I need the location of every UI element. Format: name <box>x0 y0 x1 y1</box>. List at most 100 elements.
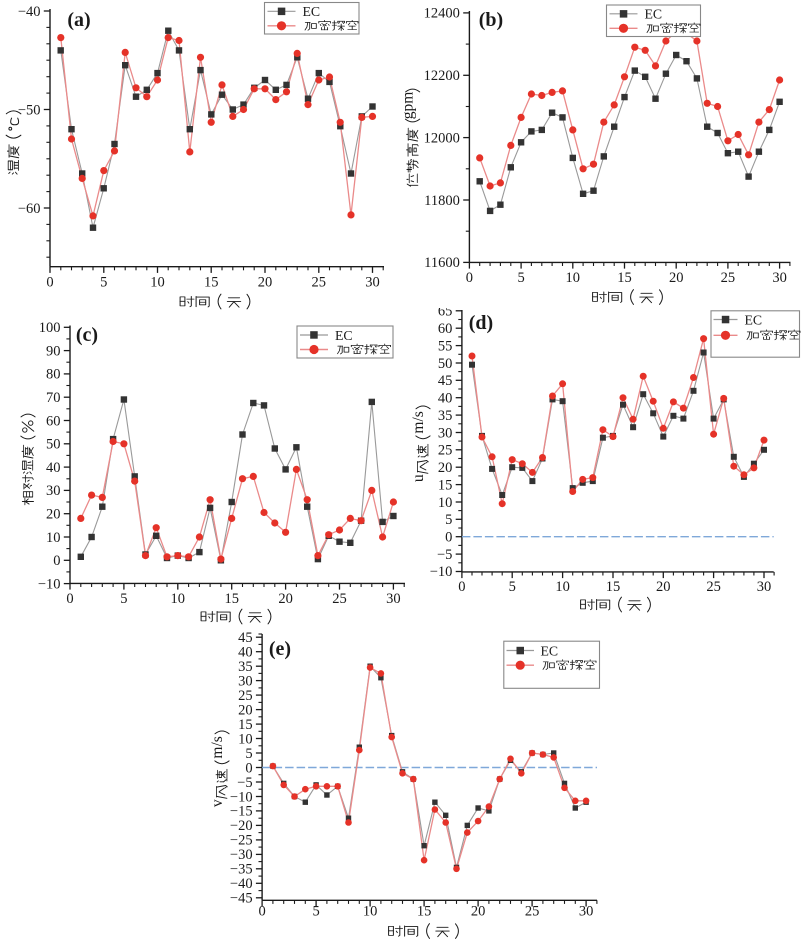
svg-text:15: 15 <box>617 270 632 286</box>
svg-text:60: 60 <box>438 321 453 337</box>
svg-text:40: 40 <box>46 460 61 476</box>
svg-text:20: 20 <box>656 579 671 595</box>
svg-text:5: 5 <box>509 579 516 595</box>
svg-text:0: 0 <box>46 275 53 291</box>
svg-text:5: 5 <box>100 275 107 291</box>
svg-text:−10: −10 <box>230 789 253 805</box>
svg-text:−60: −60 <box>18 201 41 217</box>
svg-text:10: 10 <box>438 495 453 511</box>
svg-text:40: 40 <box>438 391 453 407</box>
svg-text:−40: −40 <box>18 4 41 20</box>
svg-text:25: 25 <box>312 275 327 291</box>
svg-text:15: 15 <box>417 904 432 920</box>
svg-text:15: 15 <box>224 591 239 607</box>
svg-text:m/s: m/s <box>209 736 226 758</box>
svg-text:u: u <box>410 474 427 482</box>
svg-text:(a): (a) <box>67 9 90 31</box>
svg-text:20: 20 <box>438 460 453 476</box>
svg-text:30: 30 <box>772 270 787 286</box>
svg-text:80: 80 <box>46 367 61 383</box>
svg-text:5: 5 <box>312 904 319 920</box>
svg-text:gpm: gpm <box>400 92 417 120</box>
svg-text:60: 60 <box>46 413 61 429</box>
svg-text:30: 30 <box>757 579 772 595</box>
svg-text:10: 10 <box>238 731 253 747</box>
svg-text:−25: −25 <box>230 833 253 849</box>
svg-text:30: 30 <box>238 673 253 689</box>
svg-text:12200: 12200 <box>424 68 460 84</box>
svg-text:v: v <box>209 799 226 807</box>
svg-text:m/s: m/s <box>410 411 427 433</box>
svg-text:50: 50 <box>46 437 61 453</box>
svg-text:10: 10 <box>566 270 581 286</box>
svg-text:5: 5 <box>245 746 252 762</box>
svg-text:30: 30 <box>46 483 61 499</box>
svg-text:12000: 12000 <box>424 130 460 146</box>
svg-text:35: 35 <box>238 659 253 675</box>
svg-text:0: 0 <box>245 760 252 776</box>
svg-text:10: 10 <box>150 275 165 291</box>
svg-text:−5: −5 <box>237 775 252 791</box>
svg-text:−45: −45 <box>230 891 253 907</box>
svg-text:20: 20 <box>258 275 273 291</box>
svg-text:10: 10 <box>171 591 186 607</box>
svg-text:45: 45 <box>438 373 453 389</box>
svg-text:70: 70 <box>46 390 61 406</box>
svg-text:25: 25 <box>721 270 736 286</box>
svg-text:−10: −10 <box>38 576 61 592</box>
svg-text:20: 20 <box>238 702 253 718</box>
svg-text:EC: EC <box>335 328 353 343</box>
svg-text:90: 90 <box>46 343 61 359</box>
svg-text:35: 35 <box>438 408 453 424</box>
svg-text:EC: EC <box>303 4 321 19</box>
svg-text:0: 0 <box>66 591 73 607</box>
svg-text:20: 20 <box>278 591 293 607</box>
svg-text:11800: 11800 <box>424 193 460 209</box>
svg-text:5: 5 <box>120 591 127 607</box>
svg-text:15: 15 <box>438 477 453 493</box>
svg-text:55: 55 <box>438 338 453 354</box>
svg-text:15: 15 <box>204 275 219 291</box>
svg-text:(e): (e) <box>269 638 291 660</box>
svg-text:5: 5 <box>445 512 452 528</box>
svg-text:11600: 11600 <box>424 255 460 271</box>
svg-text:20: 20 <box>669 270 684 286</box>
svg-text:30: 30 <box>365 275 380 291</box>
svg-text:−50: −50 <box>18 102 41 118</box>
svg-text:20: 20 <box>471 904 486 920</box>
svg-text:−30: −30 <box>230 847 253 863</box>
svg-text:12400: 12400 <box>424 6 460 22</box>
svg-text:5: 5 <box>517 270 524 286</box>
svg-text:100: 100 <box>39 320 61 336</box>
svg-text:50: 50 <box>438 356 453 372</box>
svg-text:−15: −15 <box>230 804 253 820</box>
svg-text:10: 10 <box>555 579 570 595</box>
svg-text:EC: EC <box>745 312 763 327</box>
svg-text:0: 0 <box>445 530 452 546</box>
svg-text:20: 20 <box>46 507 61 523</box>
svg-text:−5: −5 <box>437 547 452 563</box>
svg-text:25: 25 <box>525 904 540 920</box>
svg-text:(d): (d) <box>469 312 493 334</box>
svg-text:15: 15 <box>238 717 253 733</box>
svg-text:10: 10 <box>46 530 61 546</box>
svg-text:EC: EC <box>645 7 663 22</box>
svg-text:−40: −40 <box>230 876 253 892</box>
svg-text:(b): (b) <box>479 9 503 31</box>
svg-text:(c): (c) <box>76 324 98 346</box>
svg-text:25: 25 <box>238 688 253 704</box>
svg-text:10: 10 <box>363 904 378 920</box>
svg-text:−20: −20 <box>230 818 253 834</box>
svg-text:45: 45 <box>238 630 253 646</box>
svg-text:30: 30 <box>386 591 401 607</box>
svg-text:30: 30 <box>579 904 594 920</box>
svg-text:25: 25 <box>332 591 347 607</box>
svg-text:EC: EC <box>541 643 559 658</box>
svg-text:15: 15 <box>606 579 621 595</box>
svg-text:−10: −10 <box>430 564 453 580</box>
svg-text:30: 30 <box>438 425 453 441</box>
svg-text:−35: −35 <box>230 862 253 878</box>
svg-text:25: 25 <box>438 443 453 459</box>
svg-text:0: 0 <box>458 579 465 595</box>
svg-text:0: 0 <box>53 553 60 569</box>
